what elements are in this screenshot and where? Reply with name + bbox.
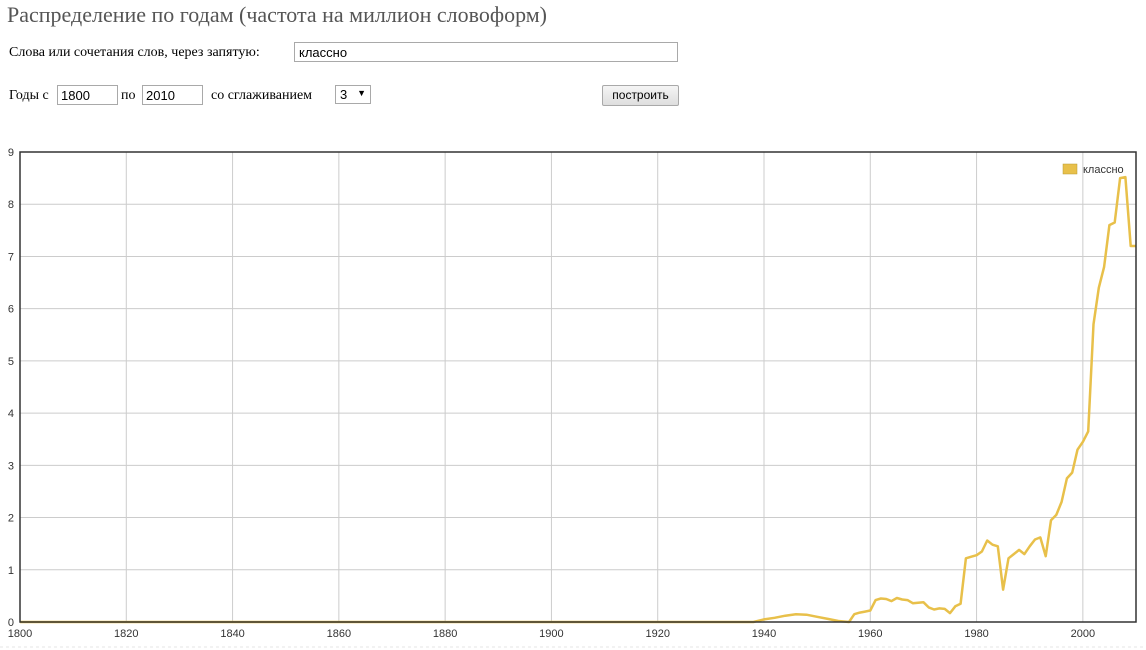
smoothing-value: 3 — [340, 87, 348, 102]
y-tick-label: 2 — [8, 513, 14, 525]
x-tick-label: 1840 — [220, 628, 244, 640]
x-tick-label: 1880 — [433, 628, 457, 640]
dropdown-arrow-icon: ▼ — [357, 88, 366, 98]
x-tick-label: 1980 — [964, 628, 988, 640]
plot-border — [19, 151, 1137, 623]
x-tick-label: 1920 — [645, 628, 669, 640]
page-title: Распределение по годам (частота на милли… — [7, 2, 548, 27]
x-tick-label: 1800 — [8, 628, 32, 640]
years-from-label: Годы с — [9, 88, 49, 103]
x-tick-label: 2000 — [1071, 628, 1095, 640]
years-to-label: по — [121, 88, 136, 103]
year-from-input[interactable] — [57, 85, 118, 105]
words-input[interactable] — [294, 42, 678, 62]
chart: 0 1 2 3 4 5 6 7 8 9 1800 1820 1840 1860 1880 1900 1920 19… — [0, 147, 1146, 648]
x-tick-label: 1900 — [539, 628, 563, 640]
words-label: Слова или сочетания слов, через запятую: — [9, 45, 260, 60]
smoothing-label: со сглаживанием — [211, 88, 313, 103]
y-tick-label: 9 — [8, 147, 14, 159]
x-tick-label: 1960 — [858, 628, 882, 640]
y-tick-label: 8 — [8, 199, 14, 211]
legend-swatch — [1062, 163, 1078, 175]
y-tick-label: 1 — [8, 565, 14, 577]
x-tick-label: 1820 — [114, 628, 138, 640]
y-tick-label: 7 — [8, 251, 14, 263]
x-tick-label: 1860 — [327, 628, 351, 640]
plot-area — [20, 152, 1136, 622]
y-tick-label: 0 — [8, 617, 14, 629]
legend-label: классно — [1083, 164, 1124, 176]
year-to-input[interactable] — [142, 85, 203, 105]
smoothing-select[interactable]: 3 ▼ — [335, 85, 371, 104]
y-tick-label: 4 — [8, 408, 14, 420]
build-button[interactable]: построить — [602, 85, 679, 106]
y-tick-label: 6 — [8, 304, 14, 316]
x-tick-label: 1940 — [752, 628, 776, 640]
series-line — [20, 175, 1136, 624]
y-tick-label: 3 — [8, 460, 14, 472]
y-tick-label: 5 — [8, 356, 14, 368]
